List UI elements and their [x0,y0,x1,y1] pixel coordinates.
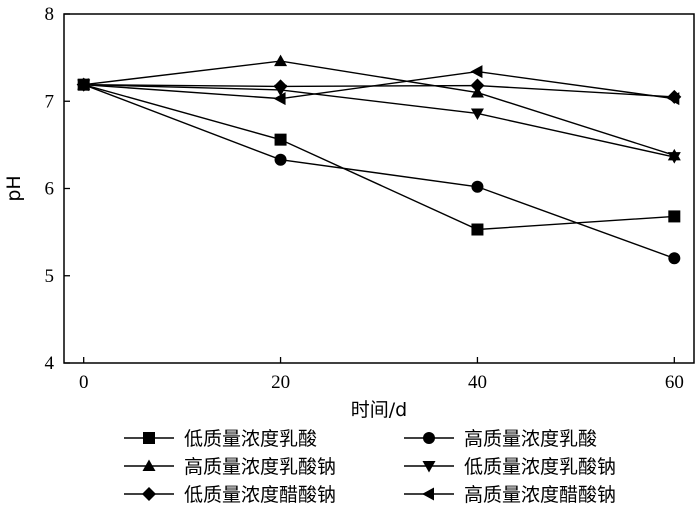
data-point-triangle-down [470,108,484,120]
y-axis-ticks: 4 5 6 7 8 [45,4,70,374]
x-tick-label: 20 [271,372,290,393]
plot-area-border [63,13,695,364]
legend-item: 高质量浓度乳酸钠 [124,456,336,478]
data-point-circle [471,180,484,193]
legend-marker-square [143,432,155,444]
legend-marker-circle [423,432,435,444]
series-line [83,70,675,100]
data-point-diamond [273,79,288,94]
legend-label: 高质量浓度醋酸钠 [464,484,616,506]
plot-frame [63,13,695,364]
data-point-triangle-down [667,152,681,164]
legend-label: 低质量浓度醋酸钠 [184,484,336,506]
series-group [76,54,682,265]
data-point-triangle-left [273,92,286,106]
series-circle [77,78,681,265]
series-line [83,83,675,158]
legend-item: 低质量浓度乳酸钠 [404,456,616,478]
data-point-diamond [470,78,485,93]
data-point-circle [274,153,287,166]
x-axis-title: 时间/d [351,399,407,421]
legend-marker-triangle-left [422,487,434,501]
x-tick-label: 0 [79,372,89,393]
data-point-triangle-left [76,78,89,92]
legend-marker-diamond [142,487,156,501]
series-triangle-left [76,65,680,106]
x-tick-label: 60 [665,372,684,393]
legend-marker-triangle-down [422,461,436,473]
legend-label: 低质量浓度乳酸 [184,428,317,450]
y-tick-label: 6 [45,179,55,200]
legend-item: 高质量浓度醋酸钠 [404,484,616,506]
data-point-square [274,133,287,146]
legend-item: 低质量浓度醋酸钠 [124,484,336,506]
data-point-triangle-left [667,92,680,106]
series-line [83,60,675,157]
data-point-triangle-up [274,54,288,67]
legend-item: 高质量浓度乳酸 [404,428,597,450]
legend-item: 低质量浓度乳酸 [124,428,317,450]
legend-label: 低质量浓度乳酸钠 [464,456,616,478]
y-tick-label: 8 [45,4,55,25]
series-line [83,83,675,231]
data-point-circle [668,252,681,265]
series-line [83,84,675,259]
legend-label: 高质量浓度乳酸 [464,428,597,450]
legend-label: 高质量浓度乳酸钠 [184,456,336,478]
y-tick-label: 5 [45,266,55,287]
legend-marker-triangle-up [142,459,156,471]
x-axis-ticks: 0 20 40 60 [79,357,684,393]
data-point-square [471,223,484,236]
y-tick-label: 7 [45,91,55,112]
y-tick-label: 4 [45,353,55,374]
data-point-square [668,210,681,223]
series-line [83,83,675,98]
x-tick-label: 40 [468,372,487,393]
data-point-triangle-left [470,65,483,79]
y-axis-title: pH [3,175,25,201]
